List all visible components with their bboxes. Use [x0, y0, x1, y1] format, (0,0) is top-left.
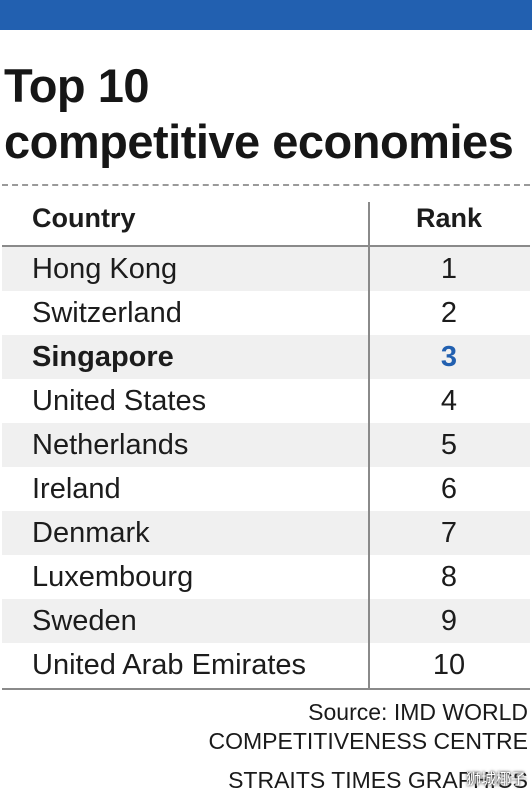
country-cell: United Arab Emirates — [32, 649, 307, 681]
country-cell: Sweden — [32, 605, 137, 637]
dashed-divider — [2, 184, 530, 186]
country-cell: Singapore — [32, 341, 174, 373]
table-header: Country Rank — [2, 198, 530, 247]
source-note: Source: IMD WORLD COMPETITIVENESS CENTRE — [208, 699, 528, 754]
country-cell: Netherlands — [32, 429, 189, 461]
rank-cell: 3 — [440, 341, 458, 373]
table-row: Sweden 9 — [2, 599, 530, 643]
table-row: Switzerland 2 — [2, 291, 530, 335]
rank-cell: 10 — [432, 649, 466, 681]
chart-title-line-2: competitive economies — [4, 115, 514, 168]
watermark-text: 狮城椰子 — [465, 771, 526, 788]
top-accent-bar — [0, 0, 532, 30]
chart-title-line-1: Top 10 — [4, 59, 149, 112]
rank-cell: 6 — [440, 473, 458, 505]
table-row: Denmark 7 — [2, 511, 530, 555]
table-row: Luxembourg 8 — [2, 555, 530, 599]
rank-cell: 2 — [440, 297, 458, 329]
country-cell: Denmark — [32, 517, 150, 549]
ranking-table: Country Rank Hong Kong 1 Switzerland 2 Singa… — [2, 198, 530, 689]
country-cell: Hong Kong — [32, 253, 178, 285]
table-bottom-rule — [2, 688, 530, 690]
rank-cell: 9 — [440, 605, 458, 637]
table-row: United States 4 — [2, 379, 530, 423]
country-cell: Ireland — [32, 473, 121, 505]
rank-cell: 5 — [440, 429, 458, 461]
country-cell: Switzerland — [32, 297, 182, 329]
table-row: Hong Kong 1 — [2, 247, 530, 291]
rank-cell: 4 — [440, 385, 458, 417]
rank-cell: 8 — [440, 561, 458, 593]
column-header-rank: Rank — [415, 203, 483, 233]
graphics-credit: STRAITS TIMES GRAPHICS — [228, 767, 528, 793]
rank-cell: 7 — [440, 517, 458, 549]
country-cell: Luxembourg — [32, 561, 194, 593]
table-row: Ireland 6 — [2, 467, 530, 511]
country-cell: United States — [32, 385, 207, 417]
column-header-country: Country — [32, 203, 136, 233]
rank-cell: 1 — [440, 253, 458, 285]
table-row: United Arab Emirates 10 — [2, 643, 530, 687]
chart-title: Top 10 competitive economies — [4, 58, 514, 170]
table-row: Singapore 3 — [2, 335, 530, 379]
table-body: Hong Kong 1 Switzerland 2 Singapore 3 United S… — [2, 247, 530, 687]
column-divider — [368, 202, 370, 689]
table-row: Netherlands 5 — [2, 423, 530, 467]
